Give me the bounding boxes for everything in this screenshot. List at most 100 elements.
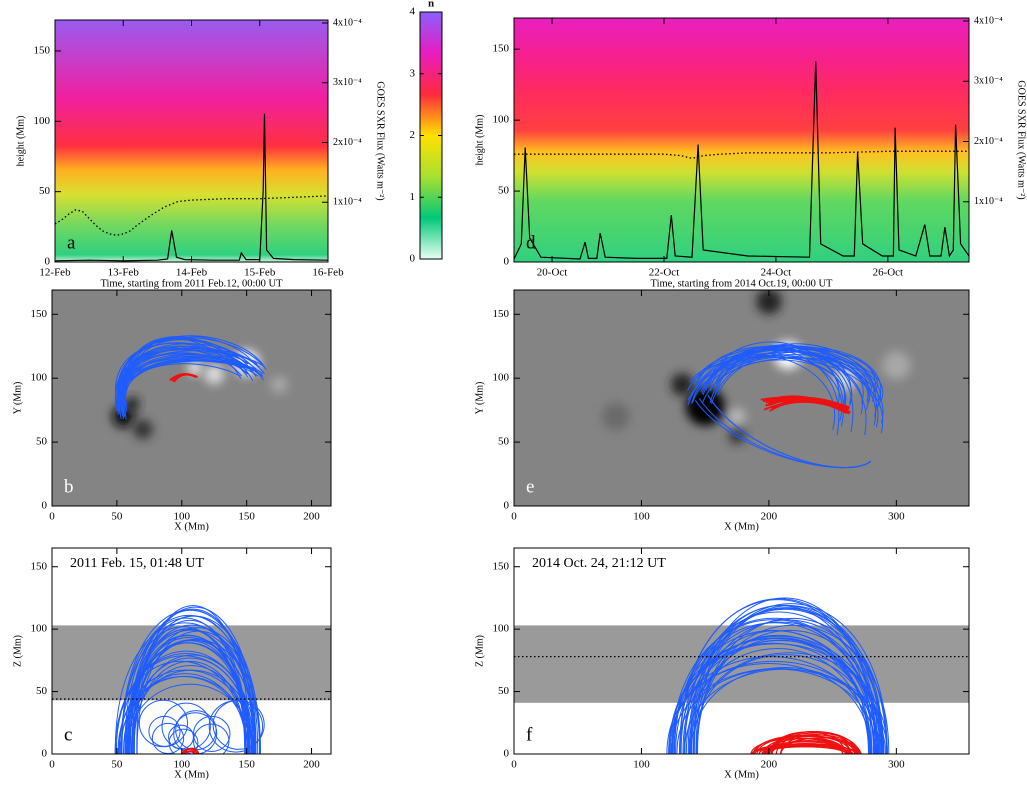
- field-line: [116, 339, 264, 410]
- field-line: [708, 347, 878, 392]
- y-tick-label: 100: [493, 114, 510, 126]
- field-line: [693, 603, 888, 754]
- plot-area: [514, 290, 969, 506]
- x-tick-label: 24-Oct: [761, 267, 792, 279]
- y-tick-label: 50: [498, 685, 510, 697]
- y-tick-label: 50: [39, 185, 51, 197]
- plot-frame: [51, 547, 332, 755]
- y-tick-label: 100: [34, 115, 51, 127]
- y-tick-label: 150: [31, 560, 48, 572]
- colorbar-tick-label: 1: [410, 191, 416, 203]
- x-tick-label: 22-Oct: [649, 267, 680, 279]
- plot-area: [52, 290, 331, 506]
- x-tick-label: 50: [111, 511, 123, 523]
- field-line: [131, 620, 248, 754]
- threshold-line: [514, 150, 969, 160]
- x-axis-label: X (Mm): [174, 769, 209, 780]
- x-tick-label: 300: [888, 511, 905, 523]
- field-line: [120, 676, 251, 754]
- field-line: [666, 663, 872, 754]
- x-axis-label: X (Mm): [174, 521, 209, 532]
- panel-letter: f: [526, 724, 533, 745]
- magnetic-patch: [601, 402, 630, 431]
- goes-flux-line: [55, 113, 328, 262]
- flux-rope-line: [181, 748, 198, 754]
- magnetic-patch: [270, 376, 288, 393]
- field-line: [690, 667, 881, 754]
- plot-frame: [513, 547, 970, 755]
- field-line: [124, 339, 254, 420]
- x-tick-label: 200: [761, 759, 778, 771]
- y-tick-label: 100: [31, 623, 48, 635]
- x-tick-label: 0: [511, 511, 517, 523]
- y-tick-label: 0: [45, 256, 51, 268]
- y2-tick-label: 2x10⁻⁴: [333, 137, 362, 148]
- field-line: [127, 683, 253, 754]
- x-tick-label: 200: [303, 511, 320, 523]
- field-line: [676, 668, 877, 754]
- y-tick-label: 150: [31, 308, 48, 320]
- flux-rope-line: [171, 373, 198, 382]
- field-line: [696, 630, 883, 754]
- y2-tick-label: 1x10⁻⁴: [333, 197, 362, 208]
- y-tick-label: 50: [498, 185, 510, 197]
- panel-letter: b: [64, 476, 74, 497]
- field-line: [119, 650, 253, 754]
- colorbar-tick-label: 4: [410, 6, 416, 18]
- field-line: [122, 358, 260, 416]
- goes-flux-line: [514, 61, 969, 260]
- y2-axis-label: GOES SXR Flux (Watts m⁻²): [1016, 80, 1027, 199]
- flux-rope-line: [183, 750, 199, 754]
- y2-tick-label: 3x10⁻⁴: [333, 77, 362, 88]
- x-tick-label: 0: [511, 759, 517, 771]
- field-line: [192, 723, 230, 754]
- field-line: [133, 627, 261, 754]
- x-tick-label: 50: [111, 759, 123, 771]
- field-line: [687, 355, 847, 410]
- field-line: [121, 609, 259, 754]
- y-tick-label: 100: [31, 372, 48, 384]
- flux-rope-line: [765, 743, 851, 754]
- x-axis-label: X (Mm): [724, 521, 759, 532]
- magnetic-patch: [187, 360, 202, 375]
- colorbar-title: n: [428, 0, 434, 10]
- x-tick-label: 12-Feb: [39, 267, 71, 279]
- field-line: [679, 611, 878, 754]
- x-tick-label: 15-Feb: [244, 267, 276, 279]
- y-tick-label: 100: [493, 623, 510, 635]
- y-axis-label: height (Mm): [474, 115, 485, 166]
- y-tick-label: 50: [36, 436, 48, 448]
- field-line: [679, 599, 877, 754]
- x-tick-label: 200: [761, 511, 778, 523]
- field-line: [707, 395, 872, 468]
- plot-frame: [51, 289, 332, 507]
- plot-area: [514, 548, 969, 754]
- panel-annotation: 2011 Feb. 15, 01:48 UT: [70, 556, 204, 571]
- field-line: [700, 353, 843, 422]
- y-tick-label: 0: [42, 500, 48, 512]
- x-axis-label: Time, starting from 2011 Feb.12, 00:00 U…: [100, 278, 283, 289]
- y-axis-label: Z (Mm): [12, 635, 23, 667]
- x-tick-label: 26-Oct: [873, 267, 904, 279]
- field-line: [114, 348, 247, 411]
- field-line: [123, 350, 266, 405]
- y-tick-label: 50: [36, 685, 48, 697]
- y-tick-label: 150: [493, 43, 510, 55]
- field-line: [711, 347, 882, 404]
- y2-axis-label: GOES SXR Flux (Watts m⁻²): [375, 81, 386, 200]
- x-tick-label: 150: [238, 511, 255, 523]
- magnetic-patch: [671, 373, 694, 396]
- y-axis-label: Z (Mm): [474, 635, 485, 667]
- y2-tick-label: 4x10⁻⁴: [974, 15, 1003, 26]
- x-tick-label: 20-Oct: [537, 267, 568, 279]
- y-tick-label: 100: [493, 372, 510, 384]
- x-tick-label: 14-Feb: [176, 267, 208, 279]
- y-axis-label: Y (Mm): [474, 382, 485, 415]
- magnetic-patch: [125, 396, 140, 411]
- field-line: [124, 358, 259, 412]
- x-axis-label: Time, starting from 2014 Oct.19, 00:00 U…: [651, 278, 833, 289]
- y-tick-label: 150: [493, 560, 510, 572]
- field-line: [126, 642, 249, 754]
- magnetic-patch: [204, 364, 225, 385]
